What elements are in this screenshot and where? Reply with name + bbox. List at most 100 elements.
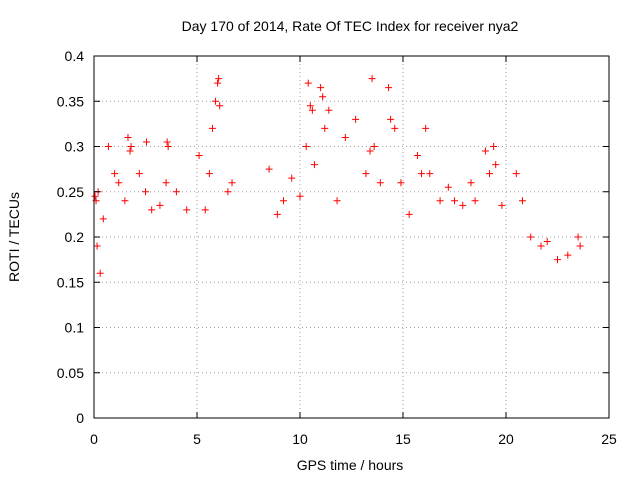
data-point [156,201,164,209]
data-point [459,201,467,209]
data-point [554,256,561,264]
y-tick-label: 0.2 [65,229,85,245]
data-point [498,201,506,209]
data-point [215,75,223,83]
data-point [467,179,475,187]
data-point [126,147,134,155]
y-tick-label: 0.35 [57,93,84,109]
x-axis-title: GPS time / hours [297,457,404,473]
data-point [492,161,500,169]
x-tick-label: 10 [292,431,308,447]
data-point [333,197,341,205]
data-point [228,179,236,187]
data-point [341,133,349,141]
x-tick-label: 20 [498,431,514,447]
data-point [370,143,378,150]
data-point [208,124,216,132]
y-tick-label: 0.4 [65,48,85,64]
y-tick-label: 0.05 [57,365,84,381]
data-point [143,138,151,146]
data-point [418,170,426,178]
data-point [366,147,374,155]
data-point [512,170,520,178]
data-point [216,102,224,110]
data-point [481,147,489,155]
data-point [121,197,129,205]
data-point [148,206,156,214]
data-point [490,143,498,150]
data-point [537,242,545,250]
data-point [451,197,458,205]
y-tick-label: 0 [76,410,84,426]
data-point [124,133,132,141]
data-point [111,170,119,178]
x-tick-label: 5 [193,431,201,447]
data-point [201,206,209,214]
data-point [142,188,149,196]
data-point [195,152,203,160]
data-point [543,238,551,246]
data-point [308,106,316,114]
data-point [273,210,281,218]
data-point [576,242,584,250]
data-point [527,233,535,241]
data-point [93,242,101,250]
x-tick-label: 25 [601,431,617,447]
y-tick-label: 0.3 [65,139,85,155]
y-axis-title: ROTI / TECUs [6,192,22,282]
x-tick-label: 0 [90,431,98,447]
data-point [265,165,273,173]
data-point [302,143,310,150]
data-point [518,197,526,205]
data-point [214,79,222,87]
data-point [317,84,325,92]
data-point [385,84,393,92]
data-point [362,170,370,178]
data-point [413,152,421,160]
data-point [564,251,572,259]
data-point [426,170,434,178]
data-point [304,79,312,87]
data-point [387,115,395,123]
data-point [104,143,112,150]
data-point [127,143,135,150]
chart-title: Day 170 of 2014, Rate Of TEC Index for r… [182,18,519,34]
data-point [321,124,329,132]
data-point [310,161,318,169]
data-point [99,215,107,223]
data-point [91,192,99,200]
data-point [444,183,452,191]
axis-ticks: 0 5 10 15 20 25 0 0.05 0.1 0.15 0.2 0.25 0.3 0.35 0.4 [57,48,617,447]
data-point [574,233,582,241]
data-point [135,170,143,178]
data-point [368,75,376,83]
data-point [352,115,360,123]
data-point [471,197,479,205]
data-point [436,197,444,205]
data-point [164,143,172,150]
data-point [486,170,494,178]
y-tick-label: 0.15 [57,274,84,290]
data-points [91,75,584,277]
data-point [319,93,327,101]
data-point [288,174,296,182]
data-point [205,170,213,178]
y-tick-label: 0.25 [57,184,84,200]
x-tick-label: 15 [395,431,411,447]
data-point [96,269,104,277]
data-point [325,106,333,114]
data-point [224,188,232,196]
data-point [391,124,399,132]
data-point [162,179,170,187]
data-point [115,179,123,187]
data-point [306,102,314,110]
data-point [183,206,191,214]
data-point [212,97,220,105]
grid-lines [94,56,609,418]
data-point [280,197,288,205]
data-point [376,179,384,187]
data-point [397,179,405,187]
data-point [172,188,180,196]
data-point [296,192,304,200]
